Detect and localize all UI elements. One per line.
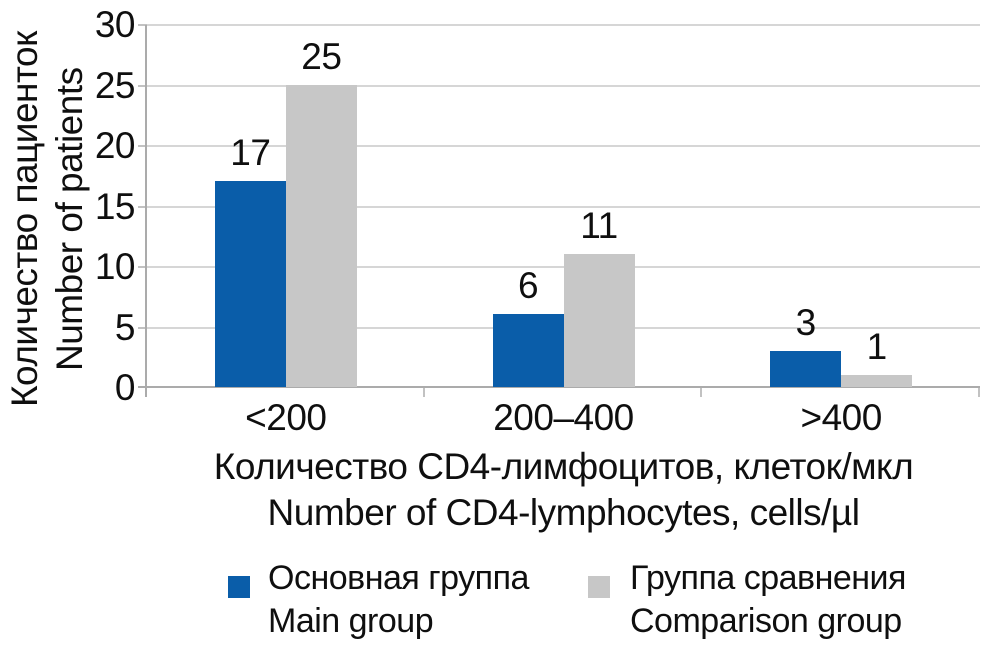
x-tick <box>978 388 980 397</box>
y-tick-label: 5 <box>114 306 136 348</box>
gridline <box>147 84 980 87</box>
category-label: 200–400 <box>493 397 634 438</box>
y-tick-label: 20 <box>94 125 136 166</box>
x-axis-title-en: Number of CD4-lymphocytes, cells/µl <box>267 492 860 533</box>
y-tick-label: 25 <box>94 64 136 106</box>
gridline <box>147 205 980 208</box>
x-axis-title: Количество CD4-лимфоцитов, клеток/мкл Nu… <box>147 444 980 536</box>
y-axis-title-ru: Количество пациенток <box>4 31 45 407</box>
category-label: <200 <box>245 397 327 438</box>
y-tick-label: 15 <box>94 185 136 227</box>
y-tick <box>138 326 147 329</box>
bar <box>563 253 635 387</box>
bar <box>285 84 357 387</box>
bar <box>841 374 913 387</box>
x-tick <box>422 388 425 397</box>
bar-value-label: 11 <box>580 204 618 246</box>
y-tick-label: 30 <box>94 4 136 45</box>
bar-value-label: 6 <box>517 265 539 307</box>
legend-swatch-main-group <box>228 576 250 598</box>
bar <box>770 350 842 387</box>
bar-value-label: 1 <box>866 325 888 367</box>
bar-value-label: 25 <box>301 35 342 77</box>
bar-value-label: 17 <box>230 132 271 174</box>
y-tick <box>138 266 147 268</box>
legend-swatch-comparison-group <box>588 576 610 598</box>
y-tick-label: 0 <box>114 367 136 408</box>
x-tick <box>700 388 703 397</box>
bar <box>214 181 286 387</box>
y-axis-line <box>145 25 147 397</box>
gridline <box>147 145 980 147</box>
bar-value-label: 3 <box>795 301 817 343</box>
y-tick <box>138 205 147 208</box>
x-axis-line <box>138 386 980 388</box>
legend-label-main-group-ru: Основная группа <box>268 559 529 597</box>
legend-label-comparison-group-en: Comparison group <box>630 602 902 640</box>
x-axis-title-ru: Количество CD4-лимфоцитов, клеток/мкл <box>213 446 914 487</box>
gridline <box>147 24 980 26</box>
y-tick <box>138 24 147 26</box>
legend-label-main-group-en: Main group <box>268 602 434 640</box>
legend-label-comparison-group-ru: Группа сравнения <box>630 559 906 597</box>
y-tick <box>138 145 147 147</box>
bar <box>492 314 564 387</box>
category-label: >400 <box>800 397 882 438</box>
y-tick-label: 10 <box>94 246 136 287</box>
y-tick <box>138 84 147 87</box>
